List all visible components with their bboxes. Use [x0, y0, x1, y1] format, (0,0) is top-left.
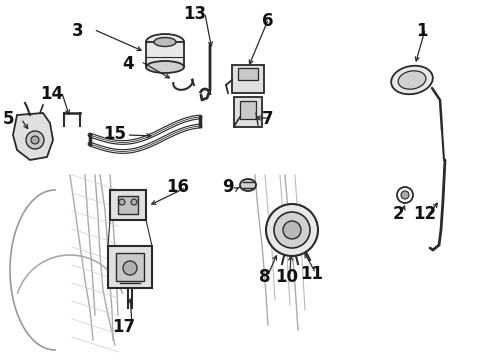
Ellipse shape	[266, 204, 318, 256]
Circle shape	[119, 199, 125, 205]
Ellipse shape	[398, 71, 426, 89]
Polygon shape	[13, 113, 53, 160]
Circle shape	[26, 131, 44, 149]
Text: 13: 13	[183, 5, 207, 23]
Polygon shape	[146, 42, 184, 67]
FancyBboxPatch shape	[234, 97, 262, 127]
Text: 15: 15	[103, 125, 126, 143]
Text: 9: 9	[222, 178, 234, 196]
Bar	[238, 68, 258, 80]
Bar	[118, 196, 138, 214]
Bar	[240, 101, 256, 119]
Circle shape	[397, 187, 413, 203]
Text: 6: 6	[262, 12, 274, 30]
Text: 1: 1	[416, 22, 428, 40]
FancyBboxPatch shape	[108, 246, 152, 288]
Text: 10: 10	[275, 268, 298, 286]
FancyBboxPatch shape	[232, 65, 264, 93]
Text: 3: 3	[72, 22, 84, 40]
Text: 8: 8	[259, 268, 271, 286]
Circle shape	[123, 261, 137, 275]
Text: 11: 11	[300, 265, 323, 283]
Circle shape	[401, 191, 409, 199]
Text: 5: 5	[2, 110, 14, 128]
Text: 14: 14	[41, 85, 64, 103]
Text: 12: 12	[414, 205, 437, 223]
Text: 2: 2	[392, 205, 404, 223]
Bar	[116, 253, 144, 281]
Text: 17: 17	[112, 318, 136, 336]
FancyBboxPatch shape	[110, 190, 146, 220]
Ellipse shape	[283, 221, 301, 239]
Circle shape	[131, 199, 137, 205]
Ellipse shape	[240, 179, 256, 191]
Ellipse shape	[391, 66, 433, 94]
Ellipse shape	[146, 34, 184, 50]
Ellipse shape	[154, 37, 176, 46]
Circle shape	[31, 136, 39, 144]
Text: 4: 4	[122, 55, 134, 73]
Text: 16: 16	[167, 178, 190, 196]
Ellipse shape	[146, 61, 184, 73]
Ellipse shape	[274, 212, 310, 248]
Text: 7: 7	[262, 110, 274, 128]
